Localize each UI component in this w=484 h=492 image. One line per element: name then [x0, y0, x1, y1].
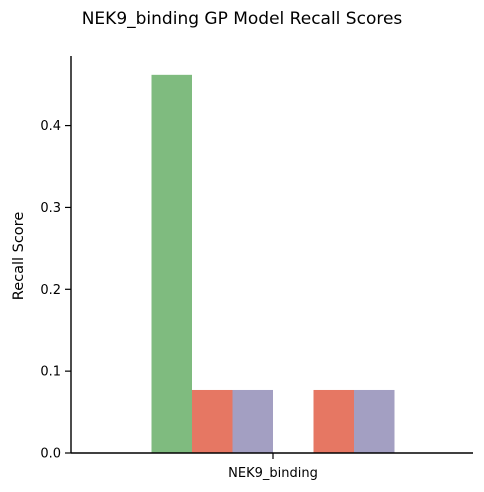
bar-0 [151, 74, 192, 453]
y-tick-label-3: 0.3 [40, 201, 61, 216]
bars-layer [151, 74, 395, 453]
y-axis-label: Recall Score [11, 212, 27, 301]
y-tick-label-4: 0.4 [40, 119, 61, 134]
bar-1 [192, 389, 233, 453]
x-axis-ticks: NEK9_binding [228, 453, 318, 481]
bar-5 [354, 389, 395, 453]
x-tick-label-0: NEK9_binding [228, 466, 318, 481]
bar-2 [232, 389, 273, 453]
y-tick-label-2: 0.2 [40, 283, 61, 298]
bar-4 [313, 389, 354, 453]
y-axis-ticks: 0.0 0.1 0.2 0.3 0.4 [40, 119, 71, 462]
chart-title: NEK9_binding GP Model Recall Scores [82, 9, 403, 29]
y-tick-label-0: 0.0 [40, 447, 61, 462]
y-tick-label-1: 0.1 [40, 365, 61, 380]
